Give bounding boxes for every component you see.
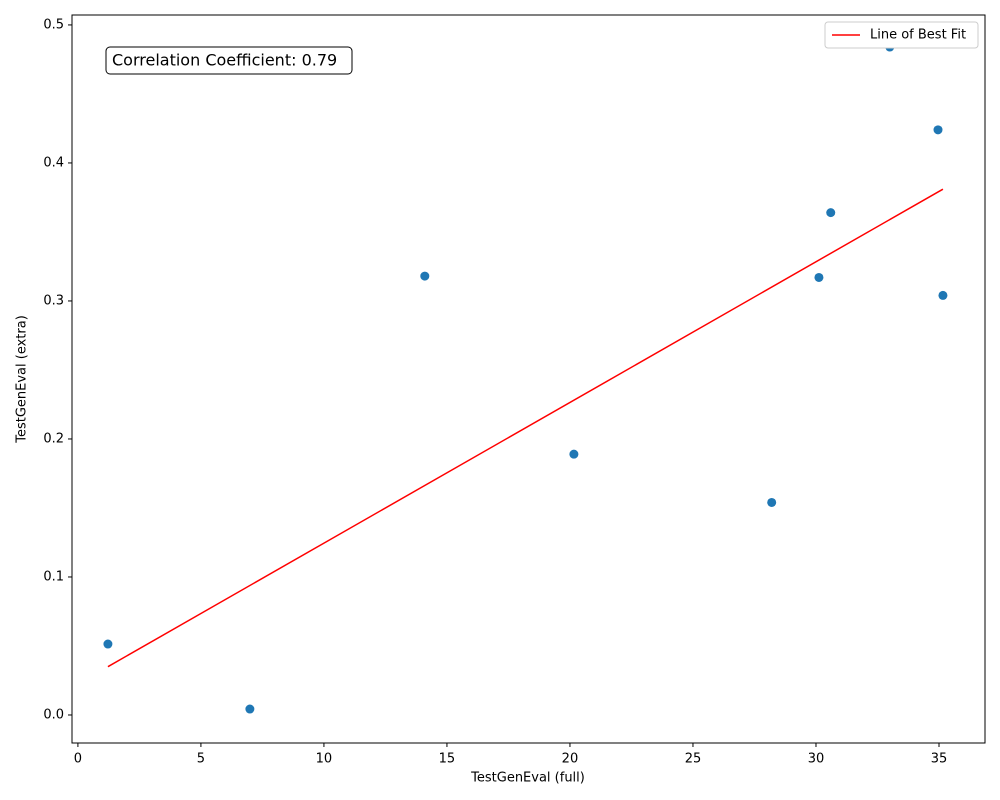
scatter-point bbox=[569, 449, 579, 459]
annotation-box bbox=[105, 46, 353, 75]
scatter-point bbox=[767, 497, 777, 507]
annotation: Correlation Coefficient: 0.79 bbox=[112, 51, 337, 70]
scatter-point bbox=[826, 208, 836, 218]
x-tick-label: 30 bbox=[808, 752, 825, 767]
x-tick-label: 15 bbox=[439, 752, 456, 767]
y-axis-label: TestGenEval (extra) bbox=[15, 315, 30, 444]
scatter-point bbox=[420, 271, 430, 281]
x-tick-label: 10 bbox=[316, 752, 333, 767]
legend-label: Line of Best Fit bbox=[870, 28, 966, 43]
y-tick-label: 0.1 bbox=[43, 569, 64, 584]
x-tick-label: 35 bbox=[931, 752, 948, 767]
fit-line bbox=[107, 188, 944, 668]
x-axis-label: TestGenEval (full) bbox=[470, 771, 585, 786]
x-tick-label: 5 bbox=[197, 752, 205, 767]
x-tick-label: 20 bbox=[562, 752, 579, 767]
legend-box bbox=[824, 21, 979, 49]
scatter-point bbox=[938, 290, 948, 300]
y-tick-label: 0.2 bbox=[43, 431, 64, 446]
x-tick-label: 0 bbox=[74, 752, 82, 767]
y-tick-label: 0.3 bbox=[43, 293, 64, 308]
x-tick-label: 25 bbox=[685, 752, 702, 767]
y-tick-label: 0.0 bbox=[43, 707, 64, 722]
scatter-point bbox=[933, 125, 943, 135]
scatter-point bbox=[814, 272, 824, 282]
scatter-point bbox=[103, 639, 113, 649]
y-tick-label: 0.5 bbox=[43, 17, 64, 32]
plot-frame bbox=[71, 14, 986, 744]
scatter-point bbox=[245, 704, 255, 714]
y-tick-label: 0.4 bbox=[43, 155, 64, 170]
